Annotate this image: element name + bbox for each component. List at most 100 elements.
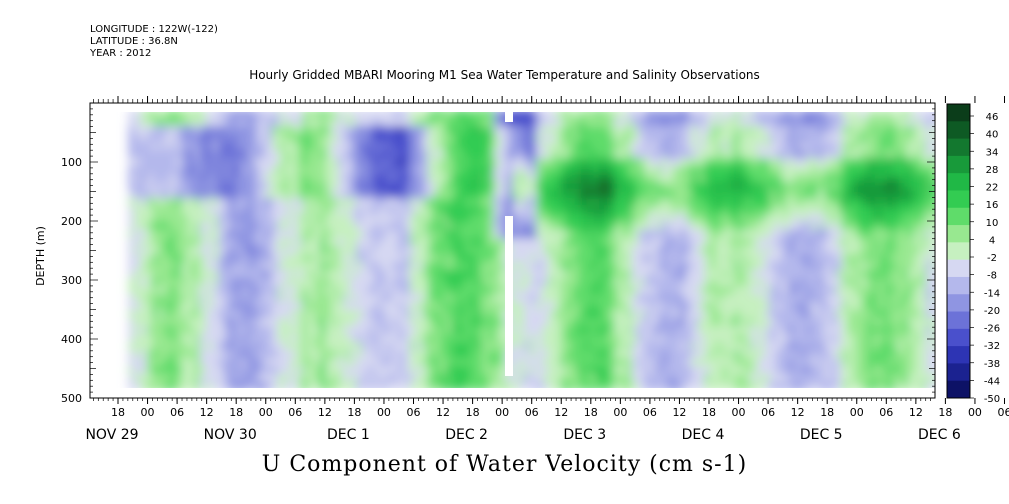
heatmap-cell	[410, 182, 417, 191]
heatmap-cell	[290, 358, 297, 367]
heatmap-cell	[206, 198, 213, 207]
heatmap-cell	[224, 230, 231, 239]
heatmap-cell	[914, 142, 921, 151]
heatmap-cell	[212, 318, 219, 327]
heatmap-cell	[662, 294, 669, 303]
heatmap-cell	[746, 126, 753, 135]
heatmap-cell	[692, 270, 699, 279]
heatmap-cell	[590, 310, 597, 319]
heatmap-cell	[140, 318, 147, 327]
heatmap-cell	[416, 382, 423, 391]
heatmap-cell	[848, 166, 855, 175]
heatmap-cell	[590, 326, 597, 335]
heatmap-cell	[140, 326, 147, 335]
heatmap-cell	[452, 166, 459, 175]
heatmap-cell	[146, 230, 153, 239]
heatmap-cell	[404, 334, 411, 343]
heatmap-cell	[260, 326, 267, 335]
heatmap-cell	[650, 358, 657, 367]
heatmap-cell	[764, 294, 771, 303]
heatmap-cell	[224, 158, 231, 167]
heatmap-cell	[794, 358, 801, 367]
heatmap-cell	[284, 118, 291, 127]
heatmap-cell	[926, 286, 933, 295]
heatmap-cell	[362, 230, 369, 239]
heatmap-cell	[176, 310, 183, 319]
heatmap-cell	[920, 246, 927, 255]
heatmap-cell	[554, 134, 561, 143]
heatmap-cell	[392, 174, 399, 183]
heatmap-cell	[902, 166, 909, 175]
heatmap-cell	[902, 238, 909, 247]
heatmap-cell	[410, 310, 417, 319]
heatmap-cell	[692, 350, 699, 359]
heatmap-cell	[404, 262, 411, 271]
heatmap-cell	[680, 342, 687, 351]
heatmap-cell	[476, 358, 483, 367]
heatmap-cell	[716, 278, 723, 287]
heatmap-cell	[206, 326, 213, 335]
heatmap-cell	[374, 246, 381, 255]
heatmap-cell	[704, 238, 711, 247]
heatmap-cell	[788, 382, 795, 391]
heatmap-cell	[332, 342, 339, 351]
heatmap-cell	[146, 278, 153, 287]
heatmap-cell	[770, 350, 777, 359]
heatmap-cell	[128, 182, 135, 191]
heatmap-cell	[614, 358, 621, 367]
heatmap-cell	[140, 110, 147, 119]
heatmap-cell	[416, 294, 423, 303]
heatmap-cell	[806, 358, 813, 367]
heatmap-cell	[278, 238, 285, 247]
heatmap-cell	[458, 206, 465, 215]
heatmap-cell	[710, 302, 717, 311]
heatmap-cell	[728, 366, 735, 375]
heatmap-cell	[548, 206, 555, 215]
heatmap-cell	[566, 254, 573, 263]
heatmap-cell	[710, 142, 717, 151]
heatmap-cell	[620, 142, 627, 151]
heatmap-cell	[818, 374, 825, 383]
heatmap-cell	[266, 190, 273, 199]
heatmap-cell	[590, 286, 597, 295]
heatmap-cell	[254, 166, 261, 175]
heatmap-cell	[746, 142, 753, 151]
heatmap-cell	[830, 310, 837, 319]
heatmap-cell	[440, 302, 447, 311]
heatmap-cell	[476, 246, 483, 255]
heatmap-cell	[446, 198, 453, 207]
heatmap-cell	[746, 326, 753, 335]
heatmap-cell	[758, 382, 765, 391]
heatmap-cell	[140, 214, 147, 223]
heatmap-cell	[926, 182, 933, 191]
heatmap-cell	[794, 382, 801, 391]
heatmap-cell	[488, 150, 495, 159]
heatmap-cell	[824, 262, 831, 271]
heatmap-cell	[284, 206, 291, 215]
heatmap-cell	[728, 334, 735, 343]
heatmap-cell	[500, 254, 507, 263]
heatmap-cell	[656, 382, 663, 391]
heatmap-cell	[686, 326, 693, 335]
heatmap-cell	[740, 150, 747, 159]
heatmap-cell	[446, 286, 453, 295]
heatmap-cell	[506, 182, 513, 191]
heatmap-cell	[614, 182, 621, 191]
heatmap-cell	[866, 278, 873, 287]
heatmap-cell	[134, 254, 141, 263]
heatmap-cell	[326, 302, 333, 311]
heatmap-cell	[596, 222, 603, 231]
heatmap-cell	[230, 318, 237, 327]
heatmap-cell	[284, 310, 291, 319]
heatmap-cell	[398, 342, 405, 351]
heatmap-cell	[470, 214, 477, 223]
heatmap-cell	[644, 182, 651, 191]
heatmap-cell	[170, 246, 177, 255]
heatmap-cell	[350, 374, 357, 383]
heatmap-cell	[722, 286, 729, 295]
heatmap-cell	[434, 342, 441, 351]
heatmap-cell	[260, 158, 267, 167]
heatmap-cell	[200, 270, 207, 279]
heatmap-cell	[338, 246, 345, 255]
heatmap-cell	[296, 278, 303, 287]
